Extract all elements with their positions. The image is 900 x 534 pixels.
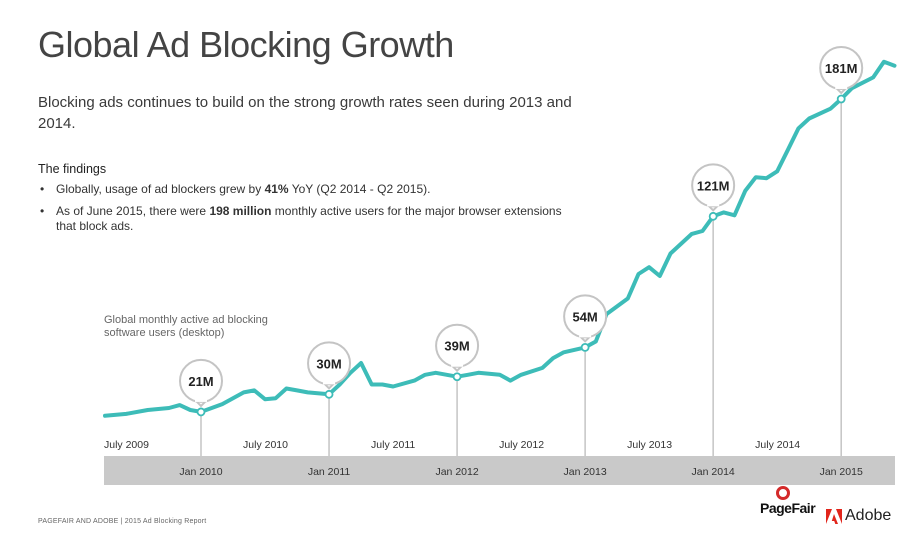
x-tick-label-band: Jan 2015 [820,466,863,478]
x-tick-label-top: July 2012 [499,439,544,451]
callout-point-marker [580,342,590,352]
callout-mask [451,361,464,367]
pagefair-logo-text: PageFair [760,500,816,516]
callout-label: 39M [444,339,469,354]
adobe-logo: Adobe [845,507,891,525]
adobe-logo-text: Adobe [845,507,892,524]
callout-mask [707,201,720,207]
callout-point-marker [196,407,206,417]
finding-item: As of June 2015, there were 198 million … [38,204,578,234]
x-tick-label-top: July 2009 [104,439,149,451]
finding-highlight: 41% [264,182,289,196]
x-tick-label-top: July 2013 [627,439,672,451]
callout-label: 30M [316,356,341,371]
callout-point-marker [836,94,846,104]
callout-label: 181M [825,61,858,76]
series-label: Global monthly active ad blocking softwa… [104,314,268,339]
series-line [103,59,897,418]
pagefair-logo-icon [776,486,790,500]
callout-point-marker [324,389,334,399]
finding-text: As of June 2015, there were [56,204,210,218]
callout-bubble: 30M [307,341,352,390]
callout-bubble: 181M [819,45,864,95]
x-axis-band [104,456,895,485]
x-tick-label-band: Jan 2014 [692,466,735,478]
finding-text: Globally, usage of ad blockers grew by [56,182,265,196]
x-tick-label-band: Jan 2013 [564,466,607,478]
findings-heading: The findings [38,162,107,176]
callout-label: 54M [572,309,597,324]
subtitle: Blocking ads continues to build on the s… [38,94,572,132]
adobe-logo-icon [826,509,842,524]
finding-item: Globally, usage of ad blockers grew by 4… [38,182,578,197]
finding-text: monthly active users for the major brows… [56,204,562,233]
callout-mask [195,396,207,402]
x-tick-label-band: Jan 2011 [308,466,351,478]
callout-label: 121M [697,178,730,193]
findings-list: Globally, usage of ad blockers grew by 4… [38,182,578,241]
callout-bubble: 39M [435,323,480,373]
footer-text: PAGEFAIR AND ADOBE | 2015 Ad Blocking Re… [38,518,207,525]
pagefair-logo: PageFair [760,500,816,516]
callout-label: 21M [188,374,213,389]
callout-mask [579,332,592,338]
page-title: Global Ad Blocking Growth [38,24,454,65]
x-tick-label-top: July 2011 [371,439,415,451]
finding-highlight: 198 million [209,204,272,218]
callout-bubble: 21M [179,358,223,408]
callout-mask [323,379,336,385]
callout-bubble: 54M [563,294,608,343]
x-tick-label-top: July 2014 [755,439,800,451]
callout-point-marker [452,372,462,382]
x-tick-label-top: July 2010 [243,439,288,451]
finding-text: YoY (Q2 2014 - Q2 2015). [288,182,431,196]
x-tick-label-band: Jan 2010 [179,466,222,478]
callout-mask [835,83,848,89]
x-tick-label-band: Jan 2012 [435,466,478,478]
callout-bubble: 121M [691,163,736,212]
callout-point-marker [708,211,718,221]
